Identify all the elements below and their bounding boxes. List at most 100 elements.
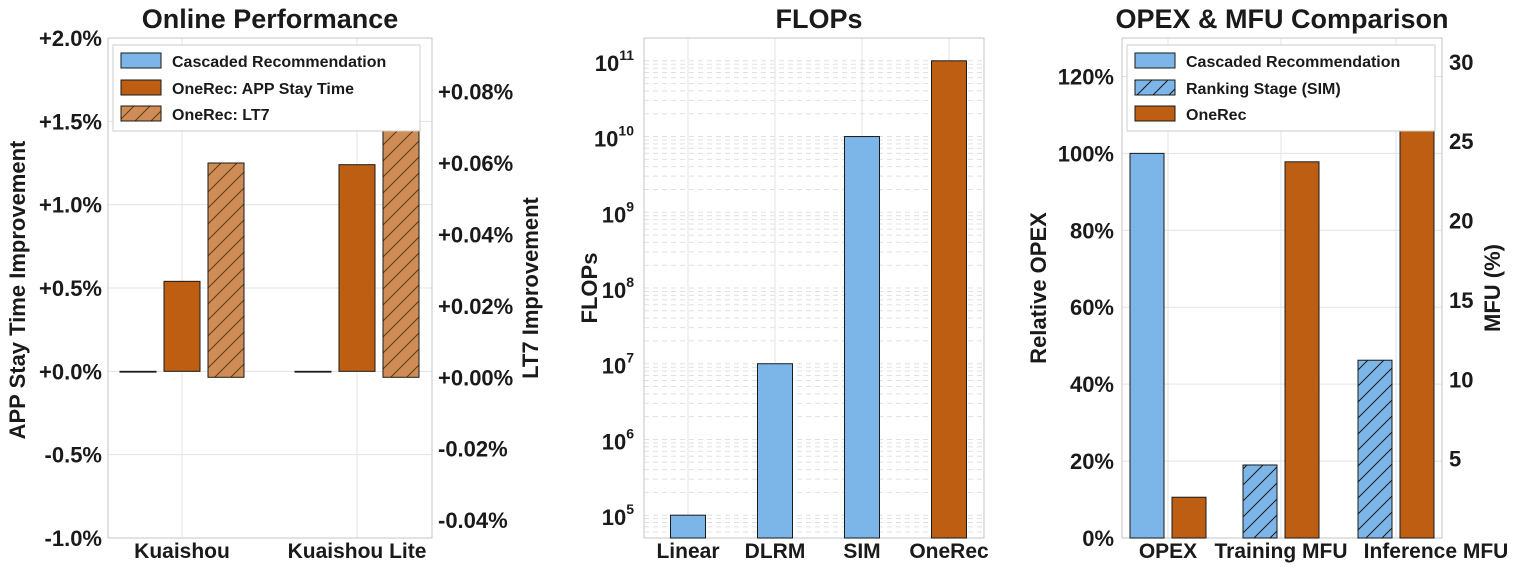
p1-ytick-label: +1.0% bbox=[39, 193, 102, 218]
p2-ytick-label: 106 bbox=[602, 425, 634, 454]
p2-ytick-exp: 8 bbox=[626, 274, 634, 290]
p2-ytick-base: 10 bbox=[602, 278, 626, 303]
p1-legend-label: OneRec: LT7 bbox=[172, 107, 270, 124]
p3-xtick-label: Inference MFU bbox=[1364, 540, 1509, 563]
p1-y2tick-label: +0.02% bbox=[438, 294, 513, 319]
p3-y2tick-label: 30 bbox=[1449, 50, 1473, 75]
p3-category-labels: OPEX Training MFU Inference MFU bbox=[1139, 540, 1509, 563]
p2-ytick-exp: 11 bbox=[619, 47, 634, 63]
p3-bar bbox=[1284, 161, 1320, 539]
p1-ytick-label: +0.0% bbox=[39, 359, 102, 384]
p2-xtick-label: SIM bbox=[843, 540, 880, 563]
p1-ytick-label: -1.0% bbox=[45, 526, 102, 551]
p1-ytick-label: +2.0% bbox=[39, 26, 102, 51]
p2-ytick-base: 10 bbox=[602, 354, 626, 379]
p1-y2tick-label: -0.02% bbox=[438, 437, 508, 462]
p1-y2label: LT7 Improvement bbox=[518, 196, 543, 378]
p2-bar bbox=[844, 136, 880, 539]
p3-bar bbox=[1357, 359, 1393, 539]
p3-y2tick-label: 20 bbox=[1449, 209, 1473, 234]
p3-legend-swatch-ranking-sim bbox=[1134, 79, 1176, 96]
p2-ytick-exp: 7 bbox=[626, 350, 634, 366]
p1-title: Online Performance bbox=[142, 4, 399, 34]
p2-ytick-base: 10 bbox=[594, 127, 618, 152]
p2-gridlines bbox=[644, 38, 984, 538]
p3-bar bbox=[1129, 152, 1165, 539]
p2-tick-labels: 105 106 107 108 109 1010 1011 bbox=[594, 47, 634, 530]
p2-bar bbox=[931, 60, 967, 539]
p2-ytick-base: 10 bbox=[602, 202, 626, 227]
p2-title: FLOPs bbox=[775, 4, 862, 34]
p2-ytick-base: 10 bbox=[602, 505, 626, 530]
p3-legend-box bbox=[1126, 44, 1436, 132]
p2-bar bbox=[757, 363, 793, 539]
p1-legend-swatch-cascaded bbox=[120, 52, 162, 69]
p1-bar bbox=[207, 162, 245, 378]
p1-left-tick-labels: -1.0% -0.5% +0.0% +0.5% +1.0% +1.5% +2.0… bbox=[39, 26, 102, 551]
p1-bar bbox=[338, 164, 376, 372]
p3-y2label: MFU (%) bbox=[1480, 244, 1505, 332]
p3-ytick-label: 0% bbox=[1082, 526, 1114, 551]
p1-plot-frame bbox=[107, 37, 433, 539]
p3-xtick-label: Training MFU bbox=[1215, 540, 1348, 563]
p2-ytick-exp: 6 bbox=[626, 425, 634, 441]
p2-bar bbox=[670, 514, 706, 539]
p2-ytick-exp: 10 bbox=[618, 123, 634, 139]
p2-xtick-label: DLRM bbox=[745, 540, 806, 563]
p3-right-tick-labels: 5 10 15 20 25 30 bbox=[1449, 50, 1473, 472]
p3-legend-label: Cascaded Recommendation bbox=[1186, 54, 1400, 71]
p1-bar bbox=[119, 370, 157, 373]
p2-ytick-base: 10 bbox=[602, 429, 626, 454]
p2-ytick-label: 1010 bbox=[594, 123, 634, 152]
p1-bar bbox=[294, 370, 332, 373]
p2-xtick-label: Linear bbox=[656, 540, 719, 563]
p3-y2tick-label: 15 bbox=[1449, 288, 1473, 313]
p1-bars bbox=[119, 126, 420, 378]
p1-legend-swatch-lt7 bbox=[120, 105, 162, 122]
p3-ytick-label: 20% bbox=[1070, 449, 1114, 474]
p2-ytick-label: 105 bbox=[602, 501, 634, 530]
p2-ytick-exp: 5 bbox=[626, 501, 634, 517]
p3-ylabel: Relative OPEX bbox=[1026, 212, 1051, 364]
p2-ytick-exp: 9 bbox=[626, 198, 634, 214]
p1-y2tick-label: +0.04% bbox=[438, 222, 513, 247]
p2-category-labels: Linear DLRM SIM OneRec bbox=[656, 540, 989, 563]
p3-title: OPEX & MFU Comparison bbox=[1115, 4, 1448, 34]
p2-xtick-label: OneRec bbox=[909, 540, 989, 563]
p2-ytick-label: 107 bbox=[602, 350, 634, 379]
p2-ytick-base: 10 bbox=[595, 51, 619, 76]
p3-legend-label: Ranking Stage (SIM) bbox=[1186, 81, 1341, 98]
p3-y2tick-label: 10 bbox=[1449, 367, 1473, 392]
p3-bar bbox=[1242, 464, 1278, 539]
p1-y2tick-label: +0.08% bbox=[438, 80, 513, 105]
p1-right-tick-labels: -0.04% -0.02% +0.00% +0.02% +0.04% +0.06… bbox=[438, 80, 513, 534]
p3-ytick-label: 60% bbox=[1070, 295, 1114, 320]
p1-legend-box bbox=[112, 44, 421, 132]
p2-plot-frame bbox=[643, 37, 985, 539]
p1-ytick-label: -0.5% bbox=[45, 443, 102, 468]
p1-legend: Cascaded Recommendation OneRec: APP Stay… bbox=[112, 44, 421, 132]
p1-legend-label: OneRec: APP Stay Time bbox=[172, 81, 354, 98]
p1-legend-label: Cascaded Recommendation bbox=[172, 54, 386, 71]
p3-ytick-label: 120% bbox=[1058, 64, 1114, 89]
p1-bar bbox=[382, 126, 420, 378]
p3-legend-label: OneRec bbox=[1186, 107, 1247, 124]
p2-ytick-label: 1011 bbox=[595, 47, 634, 76]
p2-ytick-label: 108 bbox=[602, 274, 634, 303]
p1-y2tick-label: +0.00% bbox=[438, 365, 513, 390]
p1-category-labels: Kuaishou Kuaishou Lite bbox=[134, 540, 426, 563]
p3-bar bbox=[1171, 496, 1207, 539]
p3-ytick-label: 80% bbox=[1070, 218, 1114, 243]
p1-ytick-label: +0.5% bbox=[39, 276, 102, 301]
p3-y2tick-label: 25 bbox=[1449, 129, 1473, 154]
p1-ylabel: APP Stay Time Improvement bbox=[5, 140, 30, 439]
p2-ylabel: FLOPs bbox=[577, 253, 602, 324]
p3-plot-frame bbox=[1121, 37, 1443, 539]
online-performance-panel: Online Performance -1.0% -0.5% +0.0% +0.… bbox=[5, 4, 543, 563]
p2-bars bbox=[670, 60, 967, 539]
p1-xtick-label: Kuaishou Lite bbox=[288, 540, 427, 563]
flops-panel: FLOPs 105 106 107 108 109 1010 1011 Line… bbox=[577, 4, 989, 563]
p3-ytick-label: 100% bbox=[1058, 141, 1114, 166]
p3-y2tick-label: 5 bbox=[1449, 447, 1461, 472]
p1-y2tick-label: -0.04% bbox=[438, 508, 508, 533]
